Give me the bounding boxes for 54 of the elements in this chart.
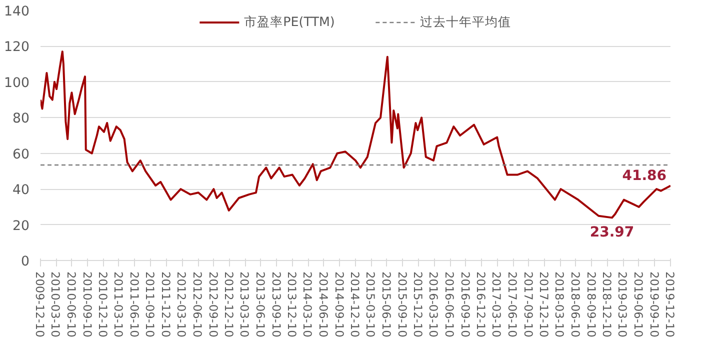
y-tick-label: 100 [4,76,30,91]
x-tick-label: 2016-12-10 [474,272,488,338]
x-tick-label: 2010-09-10 [80,272,94,338]
x-tick-label: 2013-09-10 [269,272,284,338]
x-tick-label: 2019-12-10 [663,272,677,338]
x-tick-label: 2013-06-10 [253,272,268,338]
x-tick-label: 2013-12-10 [285,272,300,338]
x-tick-label: 2015-03-10 [364,272,378,338]
x-tick-label: 2010-03-10 [48,272,63,338]
x-tick-label: 2019-09-10 [647,272,662,338]
x-tick-label: 2014-06-10 [316,272,330,338]
y-tick-label: 40 [12,183,30,198]
x-tick-label: 2012-03-10 [174,272,189,338]
x-tick-label: 2017-06-10 [506,272,520,338]
legend-label: 市盈率PE(TTM) [244,14,335,30]
x-tick-label: 2019-06-10 [631,272,646,338]
x-tick-label: 2011-12-10 [158,272,173,338]
y-tick-label: 80 [12,112,30,127]
y-tick-label: 20 [12,218,30,234]
x-tick-label: 2009-12-10 [33,272,47,338]
x-tick-label: 2017-12-10 [537,272,552,338]
x-tick-label: 2012-06-10 [190,272,204,338]
x-tick-label: 2011-09-10 [143,272,158,338]
y-tick-label: 120 [4,40,30,56]
y-tick-label: 140 [4,4,30,20]
y-tick-label: 60 [12,147,30,162]
x-tick-label: 2012-09-10 [206,272,220,338]
annotation: 41.86 [622,168,667,184]
x-tick-label: 2018-09-10 [584,272,598,338]
x-tick-label: 2014-09-10 [332,272,346,338]
annotation: 23.97 [590,224,634,241]
x-tick-label: 2015-09-10 [395,272,410,338]
x-tick-label: 2016-03-10 [426,272,441,338]
x-tick-label: 2014-12-10 [348,272,362,338]
x-tick-label: 2015-06-10 [379,272,394,338]
x-tick-label: 2013-03-10 [238,272,252,338]
x-tick-label: 2011-03-10 [111,272,126,338]
x-tick-label: 2018-12-10 [600,272,614,338]
x-tick-label: 2010-06-10 [64,272,78,338]
x-tick-label: 2015-12-10 [410,272,425,338]
x-tick-label: 2010-12-10 [96,272,110,338]
x-tick-label: 2016-06-10 [442,272,457,338]
x-tick-label: 2014-03-10 [300,272,315,338]
x-tick-label: 2012-12-10 [222,272,236,338]
x-tick-label: 2017-03-10 [490,272,504,338]
legend-label: 过去十年平均值 [420,14,511,30]
y-tick-label: 0 [21,254,30,270]
x-tick-label: 2016-09-10 [458,272,472,338]
x-tick-label: 2018-03-10 [552,272,567,338]
x-tick-label: 2017-09-10 [521,272,536,338]
line-series [40,50,670,219]
x-tick-label: 2019-03-10 [616,272,630,338]
x-tick-label: 2018-06-10 [568,272,582,338]
x-tick-label: 2011-06-10 [127,272,142,338]
